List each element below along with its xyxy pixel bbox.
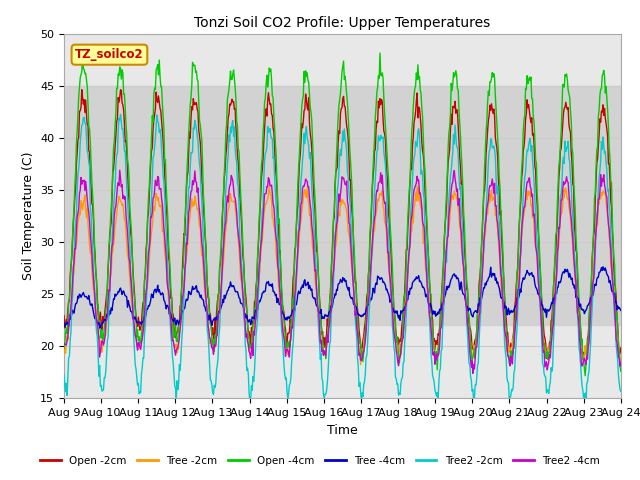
Tree2 -2cm xyxy=(70,252,78,258)
Tree -2cm xyxy=(411,202,419,208)
Tree2 -4cm xyxy=(214,313,222,319)
Tree2 -4cm xyxy=(128,293,136,299)
Open -2cm xyxy=(60,313,68,319)
Tree2 -4cm xyxy=(428,326,435,332)
Open -2cm xyxy=(185,149,193,155)
Tree -4cm xyxy=(60,320,68,326)
Open -4cm xyxy=(428,291,435,297)
Y-axis label: Soil Temperature (C): Soil Temperature (C) xyxy=(22,152,35,280)
Open -4cm xyxy=(411,85,419,91)
Tree -2cm xyxy=(60,351,68,357)
Tree -2cm xyxy=(70,270,78,276)
Open -4cm xyxy=(214,312,221,317)
Legend: Open -2cm, Tree -2cm, Open -4cm, Tree -4cm, Tree2 -2cm, Tree2 -4cm: Open -2cm, Tree -2cm, Open -4cm, Tree -4… xyxy=(36,452,604,470)
Tree -4cm xyxy=(428,303,435,309)
Tree2 -4cm xyxy=(116,168,124,173)
Line: Tree2 -2cm: Tree2 -2cm xyxy=(64,114,621,405)
Open -2cm xyxy=(128,249,136,254)
Tree -2cm xyxy=(413,183,421,189)
Tree -2cm xyxy=(214,326,221,332)
Tree -4cm xyxy=(411,276,419,282)
Open -2cm xyxy=(411,115,419,121)
Tree2 -2cm xyxy=(428,352,435,358)
Open -4cm xyxy=(127,227,135,232)
Tree2 -4cm xyxy=(70,259,78,265)
Open -2cm xyxy=(70,209,78,215)
Open -2cm xyxy=(543,356,550,361)
Tree2 -2cm xyxy=(116,111,124,117)
Tree -4cm xyxy=(96,325,104,331)
Tree -2cm xyxy=(356,362,364,368)
Tree2 -2cm xyxy=(411,151,419,157)
Open -4cm xyxy=(581,373,589,379)
Bar xyxy=(64,86,621,325)
Tree2 -2cm xyxy=(60,372,68,377)
Open -4cm xyxy=(60,345,68,351)
Tree -4cm xyxy=(185,288,193,294)
X-axis label: Time: Time xyxy=(327,424,358,437)
Open -4cm xyxy=(184,148,192,154)
Tree2 -4cm xyxy=(60,340,68,346)
Tree2 -2cm xyxy=(582,402,590,408)
Title: Tonzi Soil CO2 Profile: Upper Temperatures: Tonzi Soil CO2 Profile: Upper Temperatur… xyxy=(195,16,490,30)
Line: Tree2 -4cm: Tree2 -4cm xyxy=(64,170,621,373)
Tree -4cm xyxy=(599,264,607,270)
Line: Tree -4cm: Tree -4cm xyxy=(64,267,621,328)
Open -2cm xyxy=(78,87,86,93)
Tree2 -2cm xyxy=(185,184,193,190)
Tree -2cm xyxy=(127,298,135,304)
Tree -4cm xyxy=(128,310,136,316)
Tree -4cm xyxy=(617,308,625,313)
Open -2cm xyxy=(617,345,625,351)
Tree -2cm xyxy=(617,357,625,363)
Line: Tree -2cm: Tree -2cm xyxy=(64,186,621,365)
Tree2 -2cm xyxy=(617,388,625,394)
Tree -4cm xyxy=(70,310,78,316)
Tree2 -4cm xyxy=(617,360,625,365)
Tree -2cm xyxy=(184,239,192,244)
Tree -4cm xyxy=(214,312,222,318)
Open -4cm xyxy=(617,368,625,374)
Line: Open -4cm: Open -4cm xyxy=(64,53,621,376)
Tree2 -4cm xyxy=(469,371,477,376)
Open -2cm xyxy=(214,293,222,299)
Open -2cm xyxy=(428,310,435,315)
Open -4cm xyxy=(70,203,78,209)
Tree -2cm xyxy=(428,334,436,339)
Text: TZ_soilco2: TZ_soilco2 xyxy=(75,48,144,61)
Line: Open -2cm: Open -2cm xyxy=(64,90,621,359)
Open -4cm xyxy=(376,50,384,56)
Tree2 -2cm xyxy=(128,292,136,298)
Tree2 -2cm xyxy=(214,354,222,360)
Tree2 -4cm xyxy=(185,209,193,215)
Tree2 -4cm xyxy=(411,185,419,191)
